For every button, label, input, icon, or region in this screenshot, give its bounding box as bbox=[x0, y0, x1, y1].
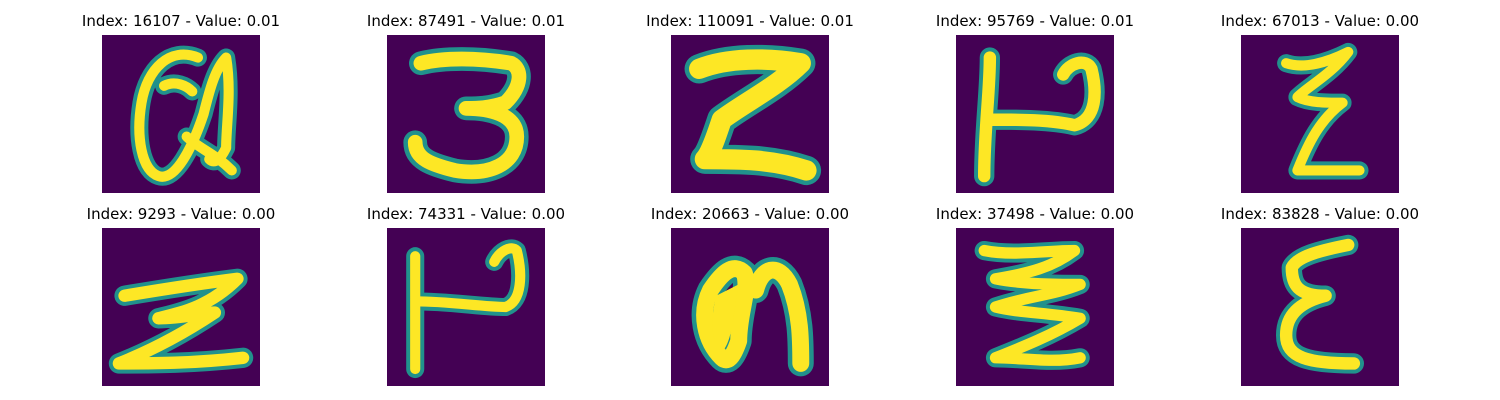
z-wavy-glyph bbox=[974, 240, 1090, 370]
panel-title: Index: 67013 - Value: 0.00 bbox=[1220, 12, 1420, 30]
digit-image bbox=[102, 228, 260, 386]
panel-title: Index: 110091 - Value: 0.01 bbox=[646, 12, 854, 30]
panel-title: Index: 16107 - Value: 0.01 bbox=[81, 12, 281, 30]
z-bold-glyph bbox=[684, 44, 822, 186]
three-glyph bbox=[403, 47, 531, 184]
h-rotated-glyph bbox=[974, 47, 1105, 187]
digit-image bbox=[671, 228, 829, 386]
digit-image bbox=[1241, 35, 1399, 193]
script-a-glyph bbox=[130, 45, 241, 186]
panel-title: Index: 20663 - Value: 0.00 bbox=[650, 205, 850, 223]
panel-title: Index: 87491 - Value: 0.01 bbox=[366, 12, 566, 30]
panel-title: Index: 37498 - Value: 0.00 bbox=[935, 205, 1135, 223]
digit-image bbox=[387, 35, 545, 193]
epsilon-glyph bbox=[1275, 234, 1365, 374]
panel-title: Index: 74331 - Value: 0.00 bbox=[366, 205, 566, 223]
panel-title: Index: 95769 - Value: 0.01 bbox=[935, 12, 1135, 30]
digit-image bbox=[956, 35, 1114, 193]
digit-image bbox=[102, 35, 260, 193]
z-wide-glyph bbox=[108, 268, 254, 374]
h-rotated-glyph bbox=[406, 239, 530, 379]
panel-title: Index: 83828 - Value: 0.00 bbox=[1220, 205, 1420, 223]
n-blob-glyph bbox=[691, 255, 814, 377]
digit-image bbox=[671, 35, 829, 193]
digit-image bbox=[956, 228, 1114, 386]
digit-image bbox=[387, 228, 545, 386]
z-tall-glyph bbox=[1277, 42, 1369, 180]
digit-image bbox=[1241, 228, 1399, 386]
panel-title: Index: 9293 - Value: 0.00 bbox=[86, 205, 276, 223]
